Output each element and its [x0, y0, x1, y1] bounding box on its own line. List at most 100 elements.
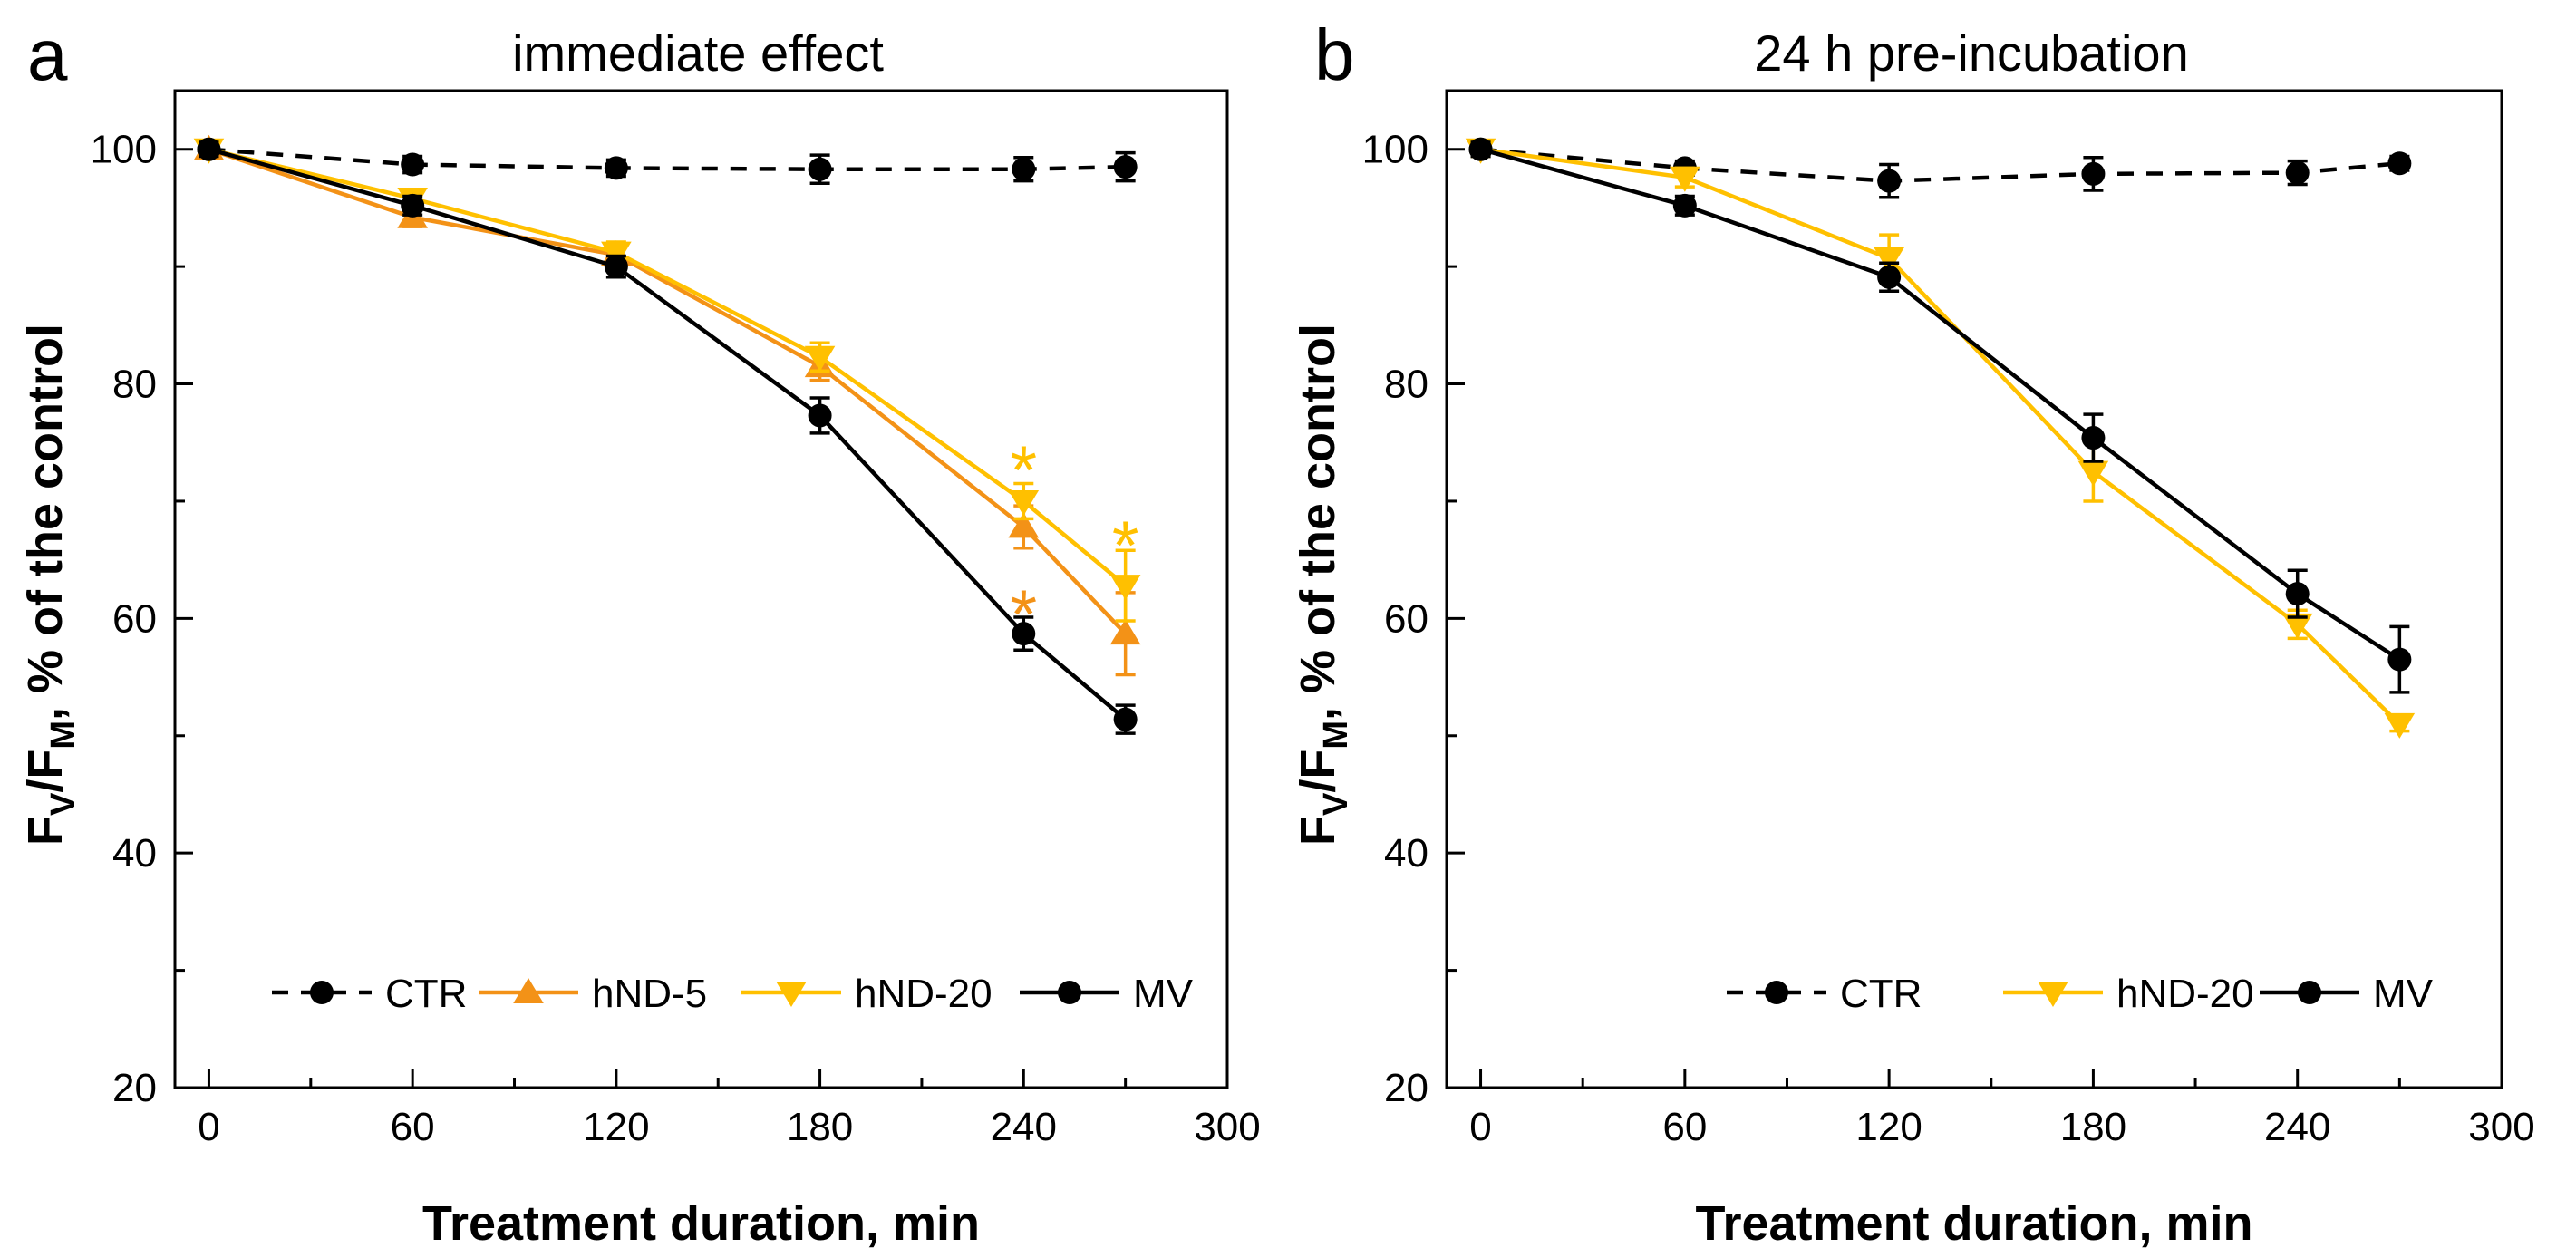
data-point [1468, 137, 1493, 161]
legend-label: CTR [385, 972, 467, 1016]
data-point [2387, 647, 2412, 672]
data-point [2285, 582, 2310, 606]
data-point [604, 156, 628, 180]
series-MV [197, 137, 1138, 735]
y-axis-label-part: /F [18, 750, 73, 793]
series-CTR [197, 137, 1138, 185]
series-hND-5 [193, 134, 1141, 677]
y-tick-label: 20 [112, 1066, 157, 1110]
y-tick-label: 100 [1362, 128, 1428, 172]
y-axis-label-part: M [44, 721, 82, 750]
x-tick-label: 120 [583, 1105, 649, 1149]
x-tick-label: 240 [2264, 1105, 2330, 1149]
data-point [1874, 247, 1904, 274]
legend-marker [1765, 981, 1788, 1004]
y-tick-label: 80 [112, 363, 157, 407]
x-tick-label: 300 [1194, 1105, 1260, 1149]
legend-marker [2298, 981, 2321, 1004]
data-point [2281, 613, 2313, 639]
legend-label: CTR [1840, 972, 1922, 1016]
y-axis-label: FV/FM, % of the control [1291, 324, 1355, 846]
data-point [2285, 160, 2310, 185]
legend-label: hND-5 [592, 972, 707, 1016]
x-tick-label: 60 [391, 1105, 435, 1149]
x-tick-label: 120 [1855, 1105, 1922, 1149]
data-point [1109, 575, 1141, 601]
data-point [1670, 166, 1700, 192]
panel-title: 24 h pre-incubation [1754, 24, 2188, 82]
y-axis-label-part: V [44, 792, 82, 816]
y-tick-label: 60 [112, 596, 157, 641]
y-tick-label: 80 [1384, 363, 1428, 407]
y-tick-label: 40 [112, 831, 157, 876]
y-axis-label-part: , % of the control [1291, 324, 1345, 721]
x-tick-label: 180 [787, 1105, 853, 1149]
legend-marker [2038, 982, 2068, 1007]
legend: CTR hND-5 hND-20 MV [272, 972, 1194, 1016]
x-axis-label: Treatment duration, min [1695, 1196, 2252, 1251]
legend-label: hND-20 [855, 972, 993, 1016]
legend-marker [513, 978, 544, 1003]
y-tick-label: 60 [1384, 596, 1428, 641]
significance-star: * [1112, 508, 1139, 585]
data-point [601, 241, 632, 267]
data-point [804, 345, 836, 372]
significance-star: * [1011, 576, 1038, 653]
y-axis-label-part: F [1291, 816, 1345, 846]
series-line [1480, 147, 2401, 726]
plot-frame [1445, 89, 2503, 1089]
series-line [208, 147, 1126, 171]
legend-marker [1058, 981, 1081, 1004]
legend-label: MV [1133, 972, 1194, 1016]
panel-letter: b [1314, 15, 1355, 95]
data-point [604, 255, 628, 279]
series-hND-20 [1465, 138, 2416, 739]
data-point [2384, 712, 2416, 739]
x-tick-label: 180 [2060, 1105, 2126, 1149]
series-hND-20 [193, 138, 1141, 623]
series-line [1479, 147, 2401, 662]
data-point [808, 403, 832, 428]
data-point [401, 152, 425, 177]
data-point [1008, 489, 1040, 516]
data-point [1877, 169, 1902, 193]
legend-marker [310, 981, 334, 1004]
chart-panel-b: b 24 h pre-incubation 0 60 120 180 240 300 20 40 6… [1291, 15, 2535, 1251]
x-axis-label: Treatment duration, min [422, 1196, 980, 1251]
series-line [208, 147, 1128, 721]
y-axis-label-part: /F [1291, 750, 1345, 793]
data-point [2081, 161, 2106, 186]
x-tick-label: 240 [991, 1105, 1057, 1149]
data-point [197, 137, 221, 161]
y-axis-label-part: M [1317, 721, 1355, 750]
data-point [808, 157, 832, 181]
y-tick-label: 20 [1384, 1066, 1428, 1110]
data-point [2077, 460, 2109, 487]
data-point [1877, 265, 1902, 289]
y-axis-label: FV/FM, % of the control [18, 324, 82, 846]
panel-title: immediate effect [512, 24, 884, 82]
data-point [1113, 155, 1138, 179]
series-MV [1468, 137, 2412, 694]
y-tick-label: 100 [91, 128, 157, 172]
series-line [1480, 147, 2400, 183]
panel-letter: a [27, 15, 68, 95]
data-point [1672, 193, 1697, 218]
y-tick-label: 40 [1384, 831, 1428, 876]
x-tick-label: 60 [1662, 1105, 1707, 1149]
y-axis-label-part: F [18, 816, 73, 846]
data-point [1109, 619, 1141, 645]
data-point [401, 193, 425, 218]
x-tick-label: 0 [1469, 1105, 1491, 1149]
y-axis-label-part: V [1317, 792, 1355, 816]
data-point [2387, 151, 2412, 176]
data-point [2081, 426, 2106, 450]
data-point [1008, 512, 1040, 538]
data-point [1012, 157, 1036, 181]
x-tick-label: 0 [198, 1105, 219, 1149]
legend-label: MV [2373, 972, 2434, 1016]
significance-star: * [1011, 432, 1038, 509]
plot-frame [173, 89, 1229, 1089]
y-axis-label-part: , % of the control [18, 324, 73, 721]
legend-label: hND-20 [2116, 972, 2254, 1016]
